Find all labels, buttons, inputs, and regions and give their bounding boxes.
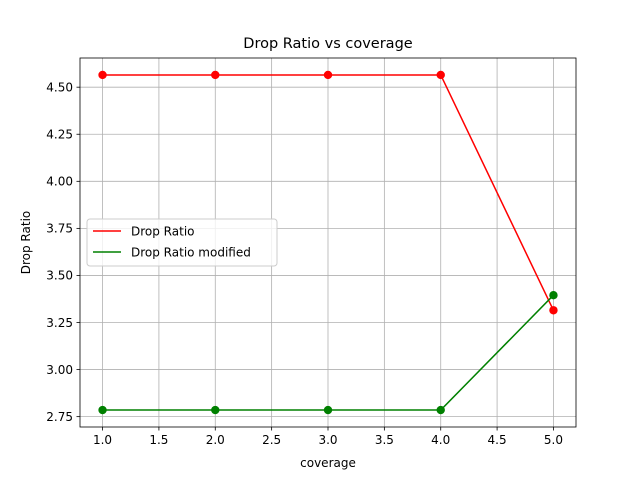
grid-lines xyxy=(80,58,576,427)
x-tick-label: 3.0 xyxy=(318,433,337,447)
x-tick-label: 3.5 xyxy=(375,433,394,447)
legend-label-0: Drop Ratio xyxy=(131,224,195,238)
data-point-0 xyxy=(211,70,220,80)
data-point-0 xyxy=(323,70,333,80)
data-point-1 xyxy=(323,405,333,415)
y-tick-label: 4.25 xyxy=(46,128,73,142)
y-tick-label: 2.75 xyxy=(46,410,73,424)
x-tick-label: 1.0 xyxy=(93,433,112,447)
data-point-1 xyxy=(211,405,220,415)
y-tick-label: 3.50 xyxy=(46,269,73,283)
x-tick-label: 2.5 xyxy=(262,433,281,447)
data-point-0 xyxy=(436,70,445,80)
y-tick-label: 3.75 xyxy=(46,222,73,236)
data-point-0 xyxy=(98,70,107,80)
axis-ticks: 1.0 1.5 2.0 2.5 3.0 3.5 4.0 4.5 5.0 2.75 3.00 3.25 3… xyxy=(46,80,563,447)
data-point-0 xyxy=(549,306,558,315)
y-axis-label: Drop Ratio xyxy=(19,211,33,275)
y-tick-label: 3.25 xyxy=(46,316,73,330)
x-axis-label: coverage xyxy=(300,456,356,470)
x-tick-label: 4.5 xyxy=(488,433,507,447)
legend: Drop Ratio Drop Ratio modified xyxy=(86,218,278,267)
legend-box xyxy=(86,218,278,267)
data-point-1 xyxy=(436,405,445,415)
y-tick-label: 3.00 xyxy=(46,363,73,377)
data-point-1 xyxy=(98,405,107,415)
y-tick-label: 4.00 xyxy=(46,175,73,189)
legend-label-1: Drop Ratio modified xyxy=(131,245,251,259)
chart-title: Drop Ratio vs coverage xyxy=(243,36,412,52)
x-tick-label: 4.0 xyxy=(431,433,450,447)
x-tick-label: 5.0 xyxy=(544,433,563,447)
series-layer xyxy=(98,70,558,415)
x-tick-label: 1.5 xyxy=(149,433,168,447)
data-point-1 xyxy=(549,291,558,300)
x-tick-label: 2.0 xyxy=(206,433,225,447)
y-tick-label: 4.50 xyxy=(46,80,73,94)
